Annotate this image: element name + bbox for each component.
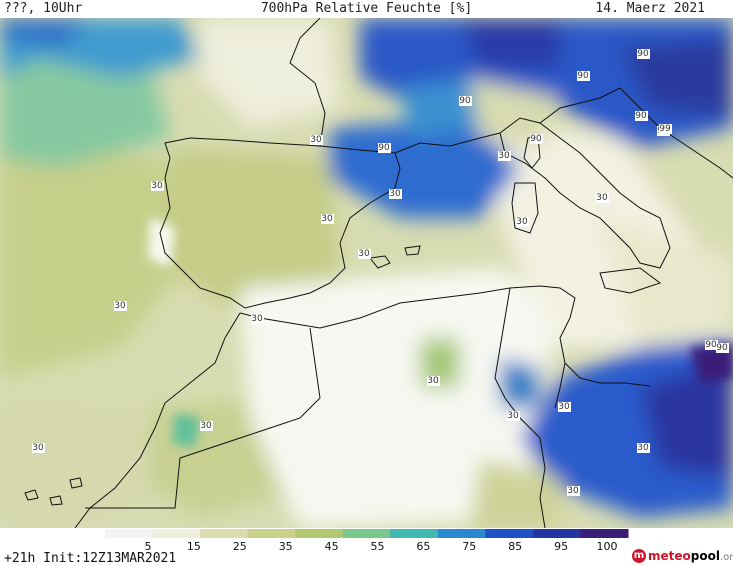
contour-label: 30 — [596, 193, 608, 203]
meteopool-logo-icon: m — [632, 549, 646, 563]
contour-label-bg — [251, 314, 264, 324]
contour-label: 30 — [567, 486, 579, 496]
contour-label-bg — [596, 193, 609, 203]
colorbar-tick-label: 65 — [416, 540, 431, 553]
colorbar-tick-label: 5 — [144, 540, 152, 553]
map-footer: 5 15 25 35 45 55 65 75 85 95 100 +21h Init:12Z13MA… — [0, 528, 733, 566]
contour-label-bg — [358, 249, 371, 259]
contour-label-bg — [530, 134, 543, 144]
colorbar-tick-label: 35 — [278, 540, 293, 553]
colorbar-segment — [342, 529, 391, 538]
contour-label: 90 — [716, 343, 728, 353]
map-header: ???, 10Uhr 700hPa Relative Feuchte [%] 1… — [0, 0, 733, 18]
colorbar-segment — [485, 529, 534, 538]
colorbar-tick-label: 15 — [186, 540, 201, 553]
colorbar-tick-label: 55 — [370, 540, 385, 553]
contour-label: 30 — [321, 214, 333, 224]
colorbar-tick-label: 100 — [596, 540, 618, 553]
contour-label: 90 — [378, 143, 390, 153]
contour-label: 30 — [32, 443, 44, 453]
contour-label-bg — [507, 411, 520, 421]
contour-label-bg — [577, 71, 590, 81]
contour-label: 30 — [516, 217, 528, 227]
contour-label-bg — [567, 486, 580, 496]
colorbar-segment — [390, 529, 439, 538]
contour-label: 90 — [530, 134, 542, 144]
contour-label-bg — [659, 124, 672, 134]
contour-label: 30 — [151, 181, 163, 191]
contour-label-bg — [200, 421, 213, 431]
contour-label-bg — [498, 151, 511, 161]
contour-label-bg — [151, 181, 164, 191]
contour-label-bg — [114, 301, 127, 311]
contour-labels: 9090909090909030303030303030303030303030… — [32, 49, 729, 496]
brand-pool: pool — [690, 549, 720, 563]
contour-label-bg — [378, 143, 391, 153]
colorbar-segment — [152, 529, 201, 538]
colorbar-tick-label: 25 — [232, 540, 247, 553]
humidity-map: 9090909090909030303030303030303030303030… — [0, 18, 733, 528]
brand-text: meteopool.org — [648, 549, 733, 563]
contour-label: 90 — [459, 96, 471, 106]
colorbar-segment — [532, 529, 581, 538]
colorbar-tick-label: 75 — [462, 540, 477, 553]
contour-label-bg — [427, 376, 440, 386]
coastlines — [24, 18, 733, 528]
contour-label: 30 — [114, 301, 126, 311]
contour-label-bg — [558, 402, 571, 412]
contour-label: 30 — [389, 189, 401, 199]
contour-label: 30 — [637, 443, 649, 453]
colorbar-tick-label: 95 — [554, 540, 569, 553]
contour-label: 90 — [705, 340, 717, 350]
contour-label-bg — [637, 443, 650, 453]
forecast-time-label: ???, 10Uhr — [4, 1, 83, 16]
colorbar-segment — [295, 529, 344, 538]
contour-label-bg — [705, 340, 718, 350]
colorbar-tick-label: 85 — [508, 540, 523, 553]
contour-label: 90 — [635, 111, 647, 121]
map-title: 700hPa Relative Feuchte [%] — [260, 1, 473, 16]
contour-label-bg — [637, 49, 650, 59]
contour-label: 30 — [558, 402, 570, 412]
contour-label: 99 — [659, 124, 671, 134]
contour-label: 30 — [251, 314, 263, 324]
forecast-date: 14. Maerz 2021 — [595, 1, 705, 16]
contour-label-bg — [635, 111, 648, 121]
contour-label-bg — [32, 443, 45, 453]
colorbar-segment — [105, 529, 154, 538]
contour-label-bg — [516, 217, 529, 227]
contour-label: 30 — [358, 249, 370, 259]
contour-label: 30 — [507, 411, 519, 421]
init-time: +21h Init:12Z13MAR2021 — [4, 551, 177, 566]
contour-label: 30 — [310, 135, 322, 145]
contour-label: 90 — [637, 49, 649, 59]
colorbar-tick-label: 45 — [324, 540, 339, 553]
brand-meteo: meteo — [648, 549, 691, 563]
colorbar — [105, 529, 629, 538]
contour-label-bg — [389, 189, 402, 199]
contour-label-bg — [310, 135, 323, 145]
colorbar-segment — [200, 529, 249, 538]
contour-label-bg — [716, 343, 729, 353]
contour-label: 90 — [577, 71, 589, 81]
contour-label: 30 — [200, 421, 212, 431]
brand-org: .org — [719, 552, 733, 563]
contour-label-bg — [321, 214, 334, 224]
colorbar-segment — [580, 529, 629, 538]
colorbar-segment — [437, 529, 486, 538]
contour-label: 30 — [427, 376, 439, 386]
colorbar-segment — [247, 529, 296, 538]
contour-label: 30 — [498, 151, 510, 161]
contour-label-bg — [459, 96, 472, 106]
